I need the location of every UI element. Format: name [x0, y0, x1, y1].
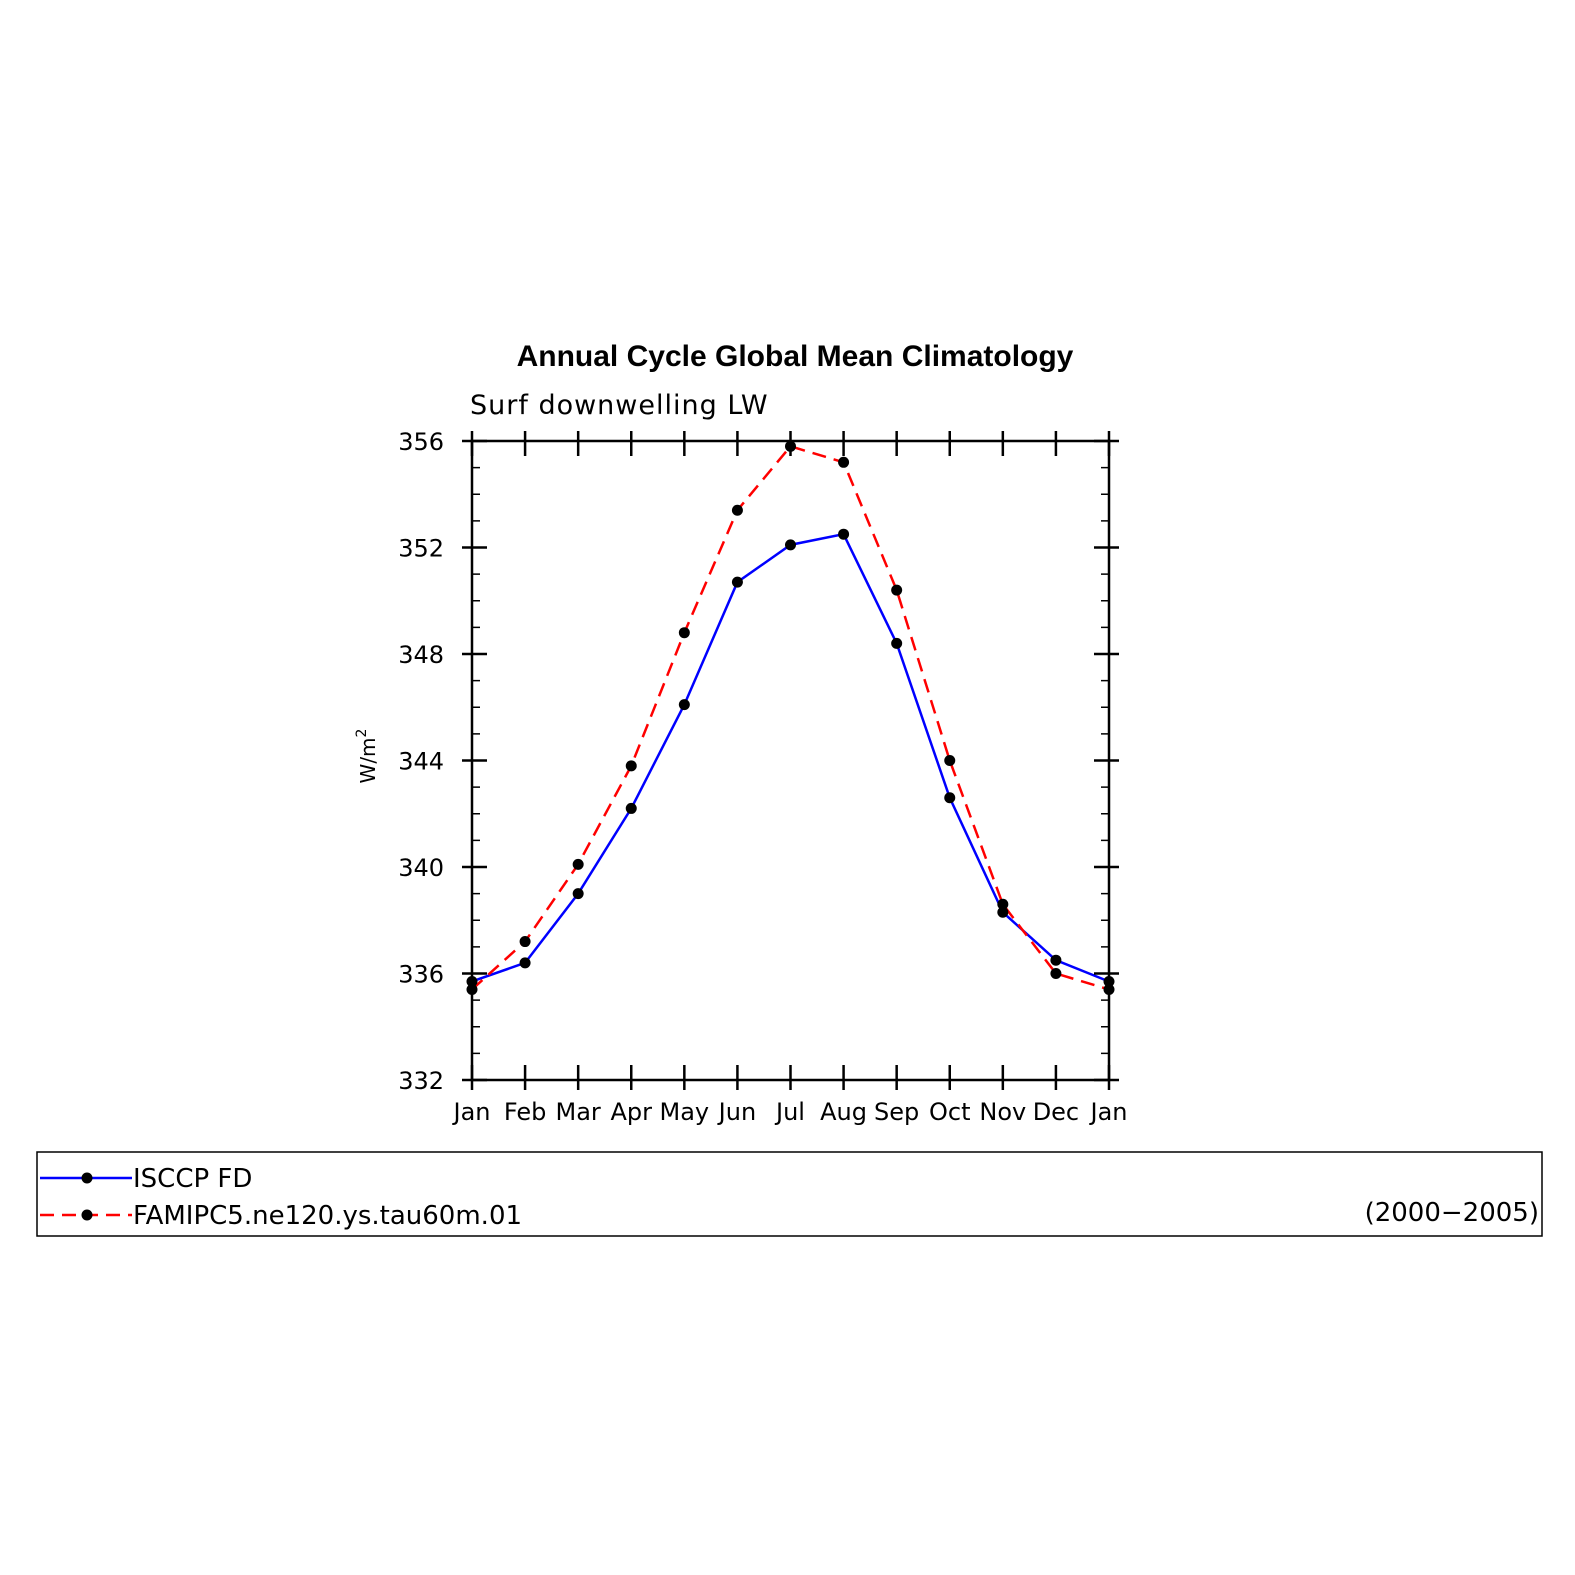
x-tick-label: Jun: [717, 1098, 757, 1126]
chart-title: Annual Cycle Global Mean Climatology: [517, 340, 1074, 373]
axis-ticks: [462, 431, 1119, 1090]
y-tick-label: 352: [398, 535, 444, 563]
y-axis-label-superscript: 2: [354, 729, 370, 738]
x-tick-label: Oct: [929, 1098, 971, 1126]
x-tick-label: Jul: [774, 1098, 805, 1126]
series-point-0: [785, 539, 796, 551]
series-point-1: [519, 936, 531, 948]
x-tick-label: May: [660, 1098, 710, 1126]
series-point-0: [731, 576, 743, 588]
y-tick-label: 344: [398, 748, 444, 776]
series-point-0: [944, 792, 956, 804]
legend: ISCCP FD FAMIPC5.ne120.ys.tau60m.01: [40, 1164, 522, 1231]
x-tick-label: Dec: [1033, 1098, 1079, 1126]
y-tick-label: 340: [398, 854, 444, 882]
x-tick-label: Nov: [979, 1098, 1026, 1126]
plot-frame: [470, 439, 1111, 1082]
legend-box: [36, 1151, 1543, 1237]
legend-label-0: ISCCP FD: [133, 1164, 252, 1194]
y-tick-label: 356: [398, 428, 444, 456]
series-point-0: [519, 957, 531, 969]
series-point-0: [678, 699, 690, 711]
x-tick-label: Aug: [820, 1098, 867, 1126]
legend-marker-0: [81, 1172, 93, 1184]
series-point-1: [997, 898, 1009, 910]
y-axis-label-text: W/m: [356, 737, 380, 783]
series-point-0: [572, 888, 584, 900]
legend-period: (2000−2005): [1365, 1198, 1539, 1228]
series-point-1: [1050, 968, 1062, 979]
series-point-1: [625, 760, 637, 772]
series-point-0: [838, 528, 850, 540]
x-tick-label: Jan: [452, 1098, 491, 1126]
series-point-0: [891, 637, 903, 649]
x-tick-label: Jan: [1089, 1098, 1128, 1126]
series-point-1: [731, 504, 743, 516]
series-point-1: [891, 584, 903, 596]
x-tick-label: Mar: [556, 1098, 601, 1126]
chart-subtitle: Surf downwelling LW: [470, 390, 769, 421]
axis-tick-labels: Jan Feb Mar Apr May Jun Jul Aug Sep Oct Nov Dec Jan 3…: [398, 428, 1127, 1126]
svg-text:W/m2: W/m2: [354, 729, 380, 784]
series-point-1: [572, 858, 584, 870]
series-point-1: [678, 627, 690, 639]
y-axis-label: W/m2: [354, 729, 380, 784]
legend-marker-1: [81, 1209, 93, 1221]
series-point-0: [625, 802, 637, 814]
series-point-1: [944, 755, 956, 766]
series-line-0: [471, 532, 1110, 983]
series-point-0: [997, 906, 1009, 918]
y-tick-label: 332: [398, 1067, 444, 1095]
y-tick-label: 348: [398, 641, 444, 669]
plot-marks: [466, 440, 1115, 995]
x-tick-label: Sep: [874, 1098, 919, 1126]
x-tick-label: Apr: [610, 1098, 652, 1126]
series-point-0: [1050, 954, 1062, 966]
y-tick-label: 336: [398, 961, 444, 989]
series-point-1: [838, 456, 850, 468]
x-tick-label: Feb: [504, 1098, 547, 1126]
legend-label-1: FAMIPC5.ne120.ys.tau60m.01: [133, 1201, 522, 1231]
